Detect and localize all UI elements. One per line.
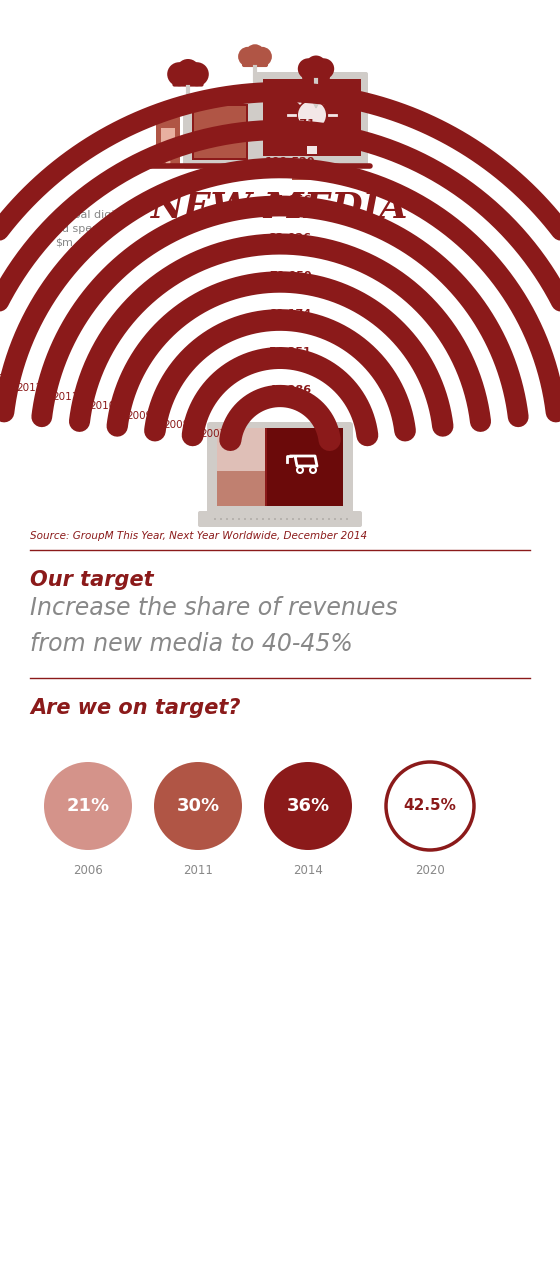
- Circle shape: [274, 518, 276, 520]
- Circle shape: [166, 159, 170, 165]
- Bar: [192, 104, 248, 159]
- Circle shape: [322, 518, 324, 520]
- Circle shape: [44, 763, 132, 850]
- Text: 45,286: 45,286: [268, 385, 311, 395]
- Circle shape: [292, 518, 294, 520]
- Circle shape: [185, 62, 209, 86]
- Text: 2009: 2009: [127, 410, 153, 421]
- Text: 109,529: 109,529: [265, 157, 315, 167]
- Bar: [263, 78, 361, 156]
- Bar: [194, 105, 246, 158]
- FancyBboxPatch shape: [207, 422, 353, 516]
- Circle shape: [316, 518, 318, 520]
- Circle shape: [214, 126, 226, 138]
- Text: 70,050: 70,050: [269, 271, 311, 282]
- Text: 21%: 21%: [67, 797, 110, 815]
- Circle shape: [238, 518, 240, 520]
- Text: Our target: Our target: [30, 570, 153, 590]
- Text: 2008: 2008: [164, 419, 190, 430]
- Circle shape: [256, 518, 258, 520]
- Bar: [307, 166, 317, 177]
- Circle shape: [176, 59, 200, 84]
- Circle shape: [340, 518, 342, 520]
- Circle shape: [244, 518, 246, 520]
- Circle shape: [346, 518, 348, 520]
- Circle shape: [167, 62, 191, 86]
- Circle shape: [214, 518, 216, 520]
- Text: 2012: 2012: [16, 383, 42, 394]
- Text: 82,026: 82,026: [268, 233, 311, 243]
- Text: Source: GroupM This Year, Next Year Worldwide, December 2014: Source: GroupM This Year, Next Year Worl…: [30, 531, 367, 541]
- Text: Are we on target?: Are we on target?: [30, 698, 240, 718]
- Polygon shape: [311, 98, 321, 108]
- Circle shape: [334, 518, 336, 520]
- Circle shape: [268, 518, 270, 520]
- Circle shape: [232, 518, 234, 520]
- Circle shape: [154, 763, 242, 850]
- Circle shape: [262, 518, 264, 520]
- Polygon shape: [250, 85, 260, 95]
- Circle shape: [304, 518, 306, 520]
- Text: 2006: 2006: [73, 864, 103, 877]
- Circle shape: [298, 102, 326, 129]
- Text: 2020: 2020: [415, 864, 445, 877]
- FancyBboxPatch shape: [242, 51, 268, 67]
- Text: NEW MEDIA: NEW MEDIA: [151, 192, 409, 225]
- FancyBboxPatch shape: [183, 95, 257, 168]
- Circle shape: [238, 46, 258, 67]
- Circle shape: [280, 518, 282, 520]
- Circle shape: [226, 518, 228, 520]
- Text: 2010: 2010: [90, 401, 116, 412]
- Circle shape: [250, 518, 252, 520]
- Text: 2011: 2011: [183, 864, 213, 877]
- Text: 42.5%: 42.5%: [404, 799, 456, 814]
- Bar: [267, 428, 343, 505]
- Text: 126,771: 126,771: [264, 120, 315, 129]
- Text: 36%: 36%: [286, 797, 330, 815]
- Circle shape: [245, 44, 265, 64]
- Bar: [217, 428, 265, 471]
- Text: 94,656: 94,656: [268, 195, 312, 204]
- Circle shape: [310, 518, 312, 520]
- Text: 60,174: 60,174: [268, 309, 311, 319]
- Circle shape: [313, 58, 334, 80]
- FancyBboxPatch shape: [198, 511, 362, 527]
- Bar: [307, 147, 317, 154]
- Circle shape: [298, 58, 319, 80]
- Circle shape: [286, 518, 288, 520]
- Text: 2014: 2014: [293, 864, 323, 877]
- Circle shape: [328, 518, 330, 520]
- Circle shape: [253, 46, 272, 67]
- Text: 54,351: 54,351: [269, 347, 311, 358]
- Circle shape: [306, 55, 326, 76]
- FancyBboxPatch shape: [256, 72, 368, 168]
- Circle shape: [298, 518, 300, 520]
- Polygon shape: [183, 104, 193, 114]
- FancyBboxPatch shape: [302, 64, 330, 80]
- FancyBboxPatch shape: [172, 69, 204, 86]
- Text: 2013: 2013: [0, 374, 5, 383]
- Bar: [292, 175, 332, 180]
- Text: Increase the share of revenues
from new media to 40-45%: Increase the share of revenues from new …: [30, 597, 398, 656]
- Circle shape: [220, 518, 222, 520]
- Bar: [161, 129, 175, 158]
- FancyBboxPatch shape: [156, 116, 180, 168]
- Circle shape: [386, 763, 474, 850]
- Bar: [217, 428, 265, 505]
- Text: 30%: 30%: [176, 797, 220, 815]
- Text: 148,535: 148,535: [265, 81, 315, 91]
- Text: 2007: 2007: [200, 430, 226, 439]
- Bar: [217, 428, 343, 505]
- Circle shape: [264, 763, 352, 850]
- Text: 2011: 2011: [53, 392, 79, 403]
- Text: Global digital
ad spend
$m: Global digital ad spend $m: [55, 210, 129, 248]
